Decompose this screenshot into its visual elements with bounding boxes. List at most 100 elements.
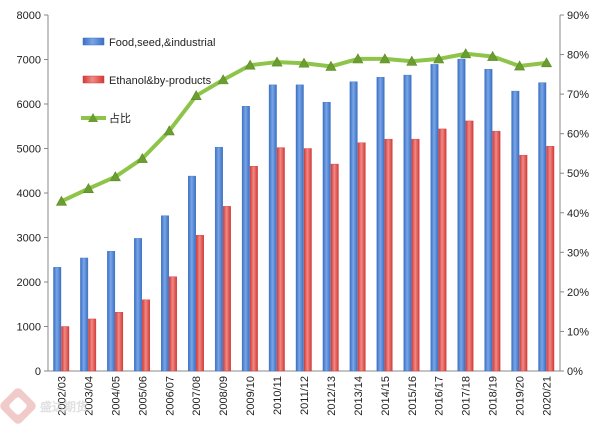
category-label: 2019/20 — [515, 376, 527, 416]
left-axis-ticks: 0 1000 2000 3000 4000 5000 6000 7000 8000 — [17, 10, 48, 378]
food-seed-industrial-bar — [161, 215, 169, 372]
right-tick-label: 60% — [567, 129, 589, 141]
food-seed-industrial-bar — [80, 257, 89, 372]
category-label: 2013/14 — [353, 376, 365, 416]
food-seed-industrial-bar — [457, 58, 466, 372]
category-label: 2020/21 — [542, 376, 554, 416]
food-seed-industrial-bar — [484, 69, 493, 372]
legend: Food,seed,&industrial Ethanol&by-products… — [81, 37, 215, 125]
ethanol-byproducts-bar — [169, 276, 177, 372]
ethanol-byproducts-bar — [492, 130, 501, 372]
food-seed-industrial-bar — [538, 82, 547, 372]
category-label: 2003/04 — [83, 376, 95, 416]
left-tick-label: 5000 — [17, 144, 41, 156]
ethanol-byproducts-bar — [303, 148, 312, 372]
left-tick-label: 3000 — [17, 233, 41, 245]
right-tick-label: 40% — [567, 208, 589, 220]
ratio-point-marker — [136, 152, 148, 163]
ratio-point-marker — [163, 125, 175, 136]
category-label: 2009/10 — [245, 376, 257, 416]
ethanol-byproducts-bar — [249, 166, 258, 372]
right-tick-label: 0% — [567, 366, 583, 378]
right-tick-label: 50% — [567, 168, 589, 180]
food-seed-industrial-bar — [349, 81, 358, 372]
category-label: 2017/18 — [461, 376, 473, 416]
ratio-point-marker — [298, 57, 310, 68]
ethanol-byproducts-bar — [384, 138, 393, 372]
food-seed-industrial-bar — [376, 77, 385, 372]
bars — [53, 58, 555, 372]
food-seed-industrial-bar — [430, 64, 439, 372]
watermark-text: 盛达期货 — [40, 399, 88, 414]
ethanol-byproducts-bar — [465, 120, 474, 372]
ethanol-byproducts-bar — [88, 318, 97, 372]
ratio-point-marker — [514, 60, 526, 71]
category-labels: 2002/03 2003/04 2004/05 2005/06 2006/07 2007/… — [56, 376, 553, 416]
left-tick-label: 7000 — [17, 55, 41, 67]
ratio-point-marker — [352, 53, 364, 64]
left-tick-label: 0 — [35, 366, 41, 378]
food-seed-industrial-bar — [188, 175, 196, 372]
category-label: 2004/05 — [110, 376, 122, 416]
ethanol-byproducts-bar — [222, 206, 231, 372]
ratio-point-marker — [460, 48, 472, 59]
left-tick-label: 2000 — [17, 277, 41, 289]
ethanol-byproducts-bar — [196, 235, 204, 372]
ethanol-byproducts-bar — [61, 326, 70, 372]
category-label: 2006/07 — [164, 376, 176, 416]
right-axis-ticks: 0% 10% 20% 30% 40% 50% 60% 70% 80% 90% — [560, 10, 589, 378]
ratio-point-marker — [379, 53, 391, 64]
ratio-point-marker — [244, 59, 256, 70]
food-seed-industrial-bar — [511, 90, 520, 372]
right-tick-label: 70% — [567, 89, 589, 101]
food-seed-industrial-bar — [107, 251, 116, 372]
ratio-point-marker — [325, 60, 337, 71]
ratio-point-marker — [541, 57, 553, 68]
category-label: 2007/08 — [191, 376, 203, 416]
category-label: 2018/19 — [488, 376, 500, 416]
ratio-line — [55, 48, 553, 206]
legend-label: Food,seed,&industrial — [109, 37, 215, 49]
category-label: 2008/09 — [218, 376, 230, 416]
food-seed-industrial-bar — [322, 102, 331, 372]
left-tick-label: 4000 — [17, 188, 41, 200]
food-seed-industrial-bar — [295, 84, 304, 372]
right-tick-label: 20% — [567, 287, 589, 299]
ethanol-byproducts-bar — [142, 299, 151, 372]
watermark-logo-icon — [0, 388, 36, 424]
food-seed-industrial-bar — [214, 146, 223, 372]
category-label: 2005/06 — [137, 376, 149, 416]
right-tick-label: 90% — [567, 10, 589, 22]
ratio-point-marker — [55, 195, 67, 206]
category-label: 2011/12 — [299, 376, 311, 415]
legend-label: 占比 — [109, 111, 131, 125]
ratio-point-marker — [406, 55, 418, 66]
ratio-point-marker — [217, 74, 229, 85]
ethanol-byproducts-bar — [519, 154, 528, 372]
ratio-point-marker — [433, 53, 445, 64]
watermark: 盛达期货 — [0, 388, 88, 424]
ethanol-byproducts-bar — [276, 147, 285, 372]
category-label: 2002/03 — [56, 376, 68, 416]
ethanol-byproducts-bar — [330, 163, 339, 372]
left-tick-label: 6000 — [17, 99, 41, 111]
ethanol-byproducts-bar — [438, 128, 447, 372]
left-tick-label: 1000 — [17, 322, 41, 334]
right-tick-label: 30% — [567, 247, 589, 259]
legend-label: Ethanol&by-products — [109, 75, 212, 87]
category-label: 2012/13 — [326, 376, 338, 416]
right-tick-label: 10% — [567, 326, 589, 338]
ethanol-byproducts-bar — [411, 138, 420, 372]
ratio-point-marker — [109, 171, 121, 182]
category-label: 2014/15 — [380, 376, 392, 416]
food-seed-industrial-bar — [268, 84, 277, 372]
food-seed-industrial-bar — [241, 106, 250, 372]
left-tick-label: 8000 — [17, 10, 41, 22]
legend-swatch — [82, 75, 105, 84]
food-seed-industrial-bar — [53, 267, 62, 372]
legend-marker — [88, 113, 98, 122]
category-label: 2016/17 — [434, 376, 446, 416]
ratio-point-marker — [487, 50, 499, 61]
legend-swatch — [82, 37, 105, 46]
